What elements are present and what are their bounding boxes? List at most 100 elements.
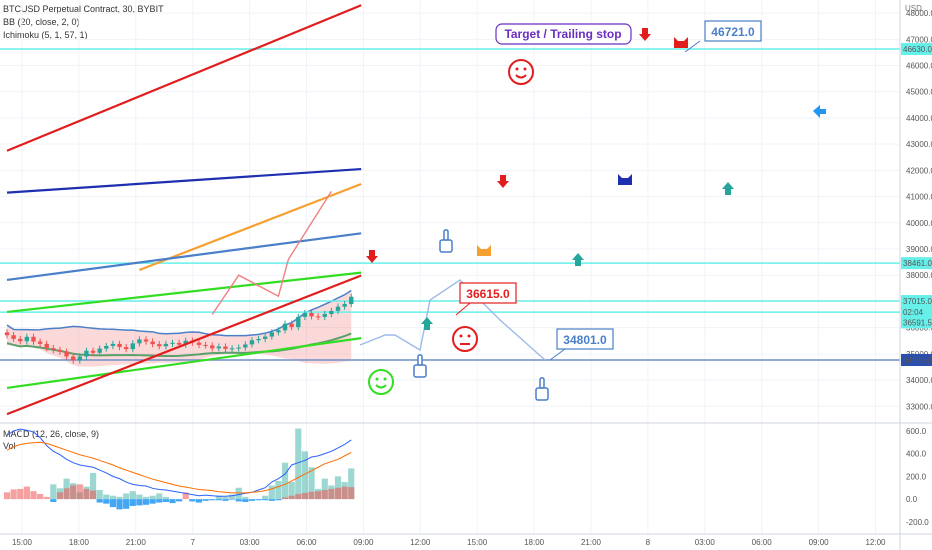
candle-body xyxy=(71,356,76,361)
candle-body xyxy=(296,316,301,328)
time-tick-label: 03:00 xyxy=(240,538,261,547)
volume-bar xyxy=(295,428,302,500)
face-eye xyxy=(383,377,387,381)
candle-body xyxy=(64,351,69,357)
ichimoku-indicator-label[interactable]: Ichimoku (5, 1, 57, 1) xyxy=(3,30,88,40)
callout-pointer xyxy=(549,348,566,361)
macd-histogram-bar xyxy=(169,499,176,504)
macd-histogram-bar xyxy=(281,497,289,500)
price-tick-label: 46000.0 xyxy=(906,62,932,71)
volume-bar xyxy=(268,485,275,500)
candle-body xyxy=(44,343,49,349)
hand-finger xyxy=(539,377,545,389)
macd-histogram-bar xyxy=(56,492,64,500)
bb-indicator-label[interactable]: BB (20, close, 2, 0) xyxy=(3,17,80,27)
time-tick-label: 09:00 xyxy=(353,538,374,547)
hand-palm xyxy=(439,239,453,253)
price-axis-badge: 02:04 xyxy=(901,306,932,319)
time-tick-label: 18:00 xyxy=(524,538,545,547)
macd-histogram-bar xyxy=(23,486,30,500)
time-tick-label: 18:00 xyxy=(69,538,90,547)
candle-body xyxy=(117,343,122,348)
macd-histogram-bar xyxy=(189,499,196,502)
arrow-down-icon xyxy=(639,28,651,41)
cat-face-icon xyxy=(674,37,688,48)
macd-histogram-bar xyxy=(70,485,77,500)
face-outline xyxy=(368,369,394,395)
cat-shape xyxy=(477,245,491,256)
macd-histogram-bar xyxy=(123,499,130,509)
arrow-up-icon xyxy=(572,253,584,266)
candle-body xyxy=(289,323,294,328)
macd-histogram-bar xyxy=(43,496,50,500)
volume-bar xyxy=(242,496,249,500)
candle-body xyxy=(163,343,169,347)
macd-indicator-label[interactable]: MACD (12, 26, close, 9) xyxy=(3,429,100,439)
price-badge-bg xyxy=(901,43,932,56)
mid-price-callout[interactable]: 36615.0 xyxy=(459,282,517,304)
price-badge-bg xyxy=(901,257,932,270)
cat-face-icon xyxy=(618,174,632,185)
macd-histogram-bar xyxy=(215,499,222,501)
volume-bar xyxy=(235,487,242,500)
candle-body xyxy=(282,323,288,331)
candle-body xyxy=(84,350,89,357)
candle-body xyxy=(223,346,228,349)
green-trend-line xyxy=(6,271,362,314)
time-tick-label: 09:00 xyxy=(809,538,830,547)
volume-indicator-label[interactable]: Vol xyxy=(3,441,16,451)
price-tick-label: 44000.0 xyxy=(906,114,932,123)
face-eye xyxy=(375,377,379,381)
macd-histogram-bar xyxy=(301,492,308,500)
candle-body xyxy=(256,338,261,341)
volume-bar xyxy=(162,496,169,500)
macd-histogram-bar xyxy=(268,499,275,501)
time-tick-label: 06:00 xyxy=(296,538,317,547)
cat-face-icon xyxy=(477,245,491,256)
candle-body xyxy=(51,348,56,350)
candle-body xyxy=(216,346,222,349)
price-badge-text: 36591.5 xyxy=(903,318,932,327)
hand-palm xyxy=(535,387,549,401)
volume-bar xyxy=(308,467,315,500)
macd-histogram-bar xyxy=(162,499,169,502)
macd-tick-label: 0.0 xyxy=(906,495,918,504)
price-badge-bg xyxy=(901,295,932,308)
macd-histogram-bar xyxy=(321,490,328,500)
candle-body xyxy=(143,339,149,342)
price-axis-badge: 38461.0 xyxy=(901,257,932,270)
low-price-callout[interactable]: 34801.0 xyxy=(556,328,614,350)
macd-histogram-bar xyxy=(103,499,110,504)
price-badge-bg xyxy=(901,306,932,319)
candle-body xyxy=(104,345,109,349)
price-badge-text: 34766.0 xyxy=(903,356,932,365)
price-tick-label: 38000.0 xyxy=(906,271,932,280)
target-price-text: 46721.0 xyxy=(711,25,755,39)
face-eye xyxy=(515,67,519,71)
arrow-down-icon xyxy=(497,175,509,188)
candle-body xyxy=(269,332,274,337)
symbol-title[interactable]: BTCUSD Perpetual Contract, 30, BYBIT xyxy=(3,4,164,14)
face-eye xyxy=(523,67,527,71)
projection-path-blue xyxy=(359,279,546,361)
macd-line xyxy=(6,428,352,497)
volume-bar xyxy=(215,495,222,500)
macd-histogram-bar xyxy=(328,488,335,500)
volume-bar xyxy=(89,472,97,500)
target-price-callout[interactable]: 46721.0 xyxy=(704,20,762,42)
candle-body xyxy=(210,345,215,349)
blue-trend-line xyxy=(6,167,362,194)
macd-tick-label: 200.0 xyxy=(906,472,927,481)
macd-histogram-bar xyxy=(149,499,156,504)
face-mouth xyxy=(375,384,387,389)
smiley-face-icon xyxy=(508,59,534,85)
macd-histogram-bar xyxy=(202,499,209,501)
volume-bar xyxy=(156,493,163,500)
volume-bar xyxy=(228,494,236,500)
pointing-hand-icon xyxy=(439,229,453,253)
target-callout[interactable]: Target / Trailing stop xyxy=(495,23,632,45)
volume-bar xyxy=(149,495,156,500)
macd-histogram-bar xyxy=(348,487,355,500)
candle-body xyxy=(229,348,235,350)
